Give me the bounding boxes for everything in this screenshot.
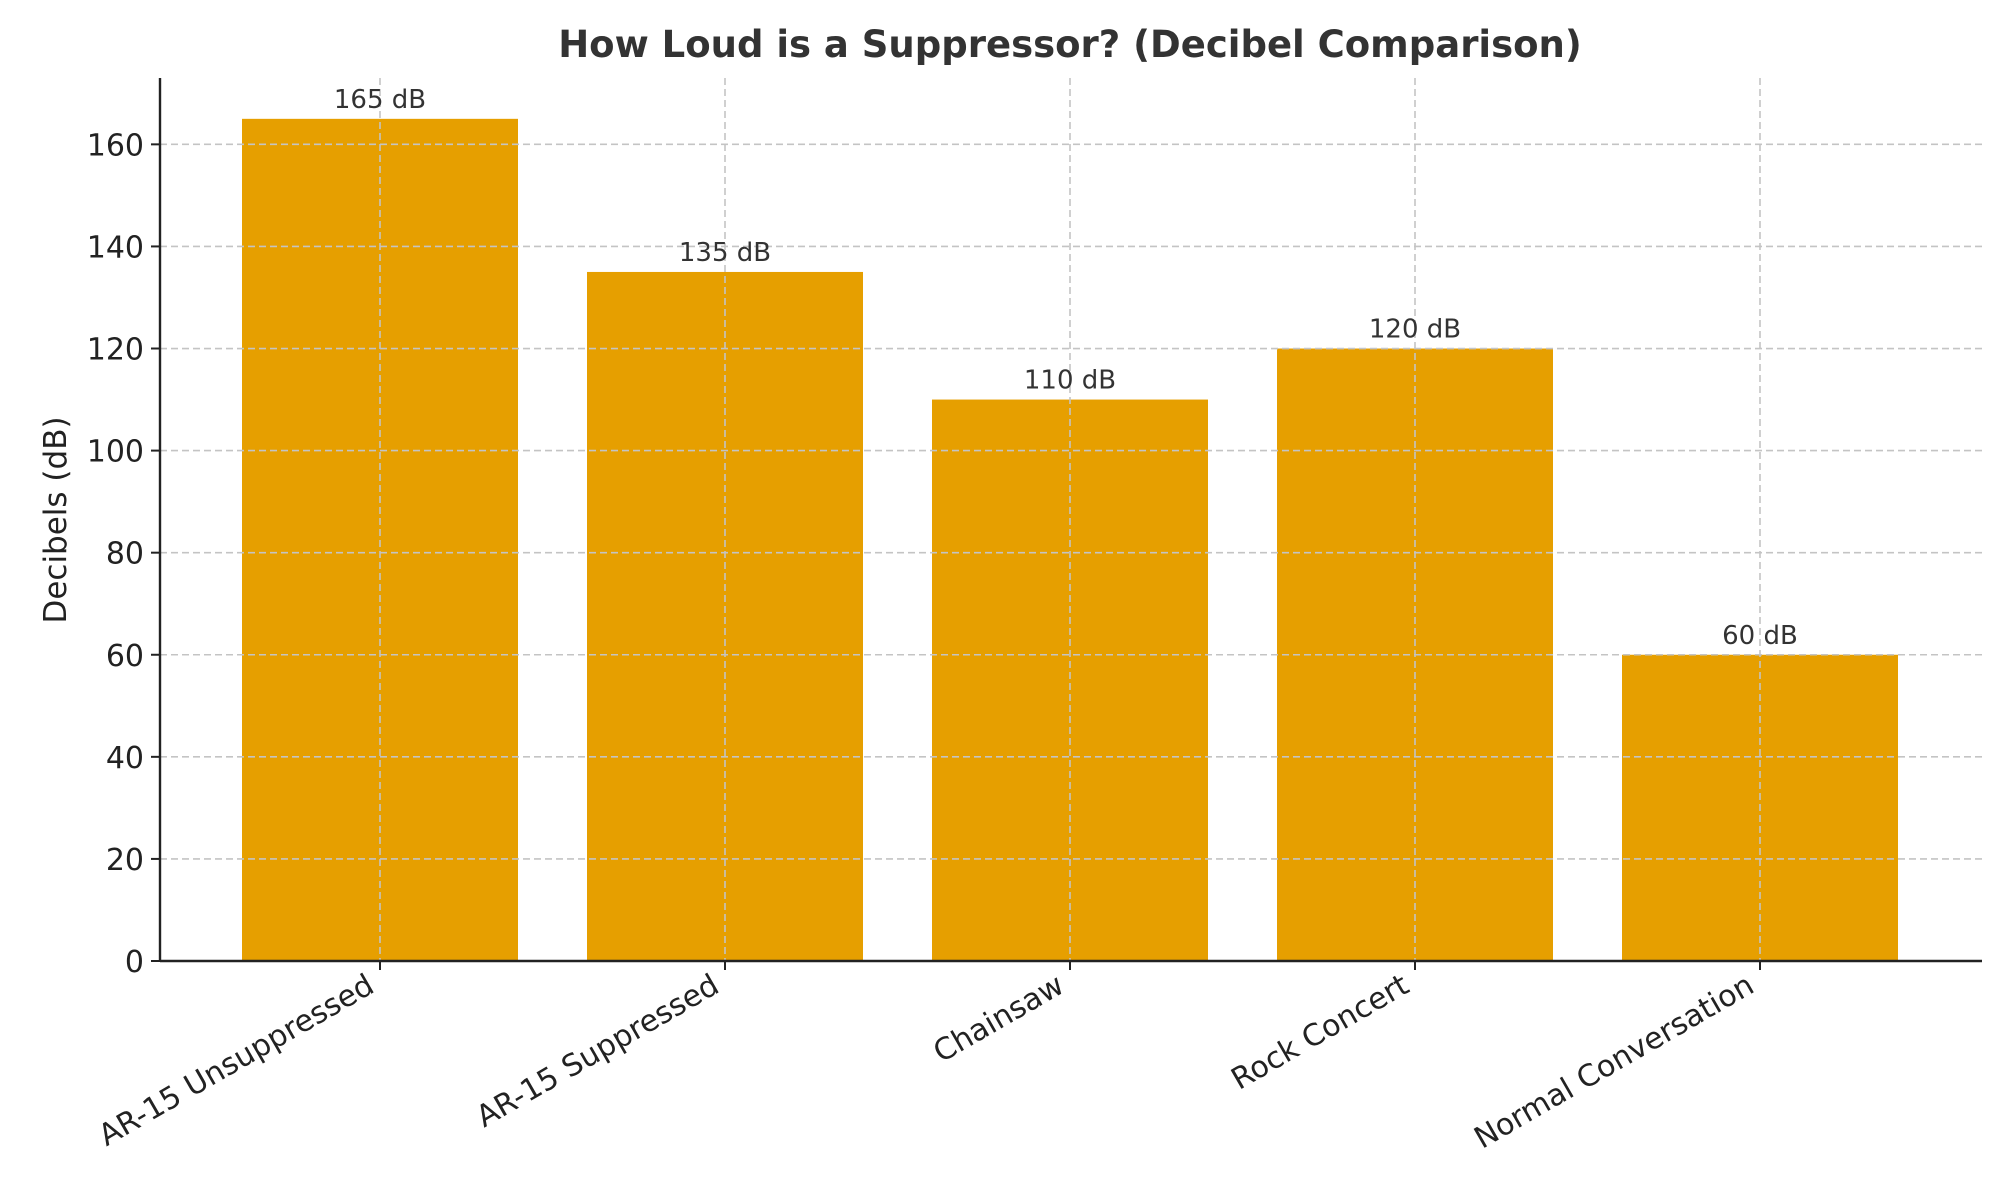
y-tick-label: 120 [87,333,144,368]
x-tick-label: Rock Concert [1225,968,1415,1098]
y-tick-label: 140 [87,230,144,265]
x-tick-label: AR-15 Unsuppressed [93,968,380,1154]
y-tick-label: 60 [106,639,144,674]
data-label: 135 dB [679,238,771,268]
axes [151,78,1982,970]
x-tick-label: Normal Conversation [1468,968,1760,1157]
grid [160,78,1982,961]
x-tick-label: AR-15 Suppressed [470,968,725,1135]
bar-2 [932,399,1208,961]
y-tick-label: 20 [106,843,144,878]
y-tick-label: 0 [125,945,144,980]
y-tick-label: 40 [106,741,144,776]
data-label: 120 dB [1369,315,1461,345]
y-tick-label: 80 [106,537,144,572]
data-label: 110 dB [1024,366,1116,396]
y-tick-label: 160 [87,128,144,163]
y-tick-label: 100 [87,435,144,470]
data-label: 60 dB [1722,621,1798,651]
y-axis-label: Decibels (dB) [38,416,74,623]
x-tick-label: Chainsaw [928,968,1070,1070]
data-label: 165 dB [334,85,426,115]
chart-title: How Loud is a Suppressor? (Decibel Compa… [558,23,1582,66]
